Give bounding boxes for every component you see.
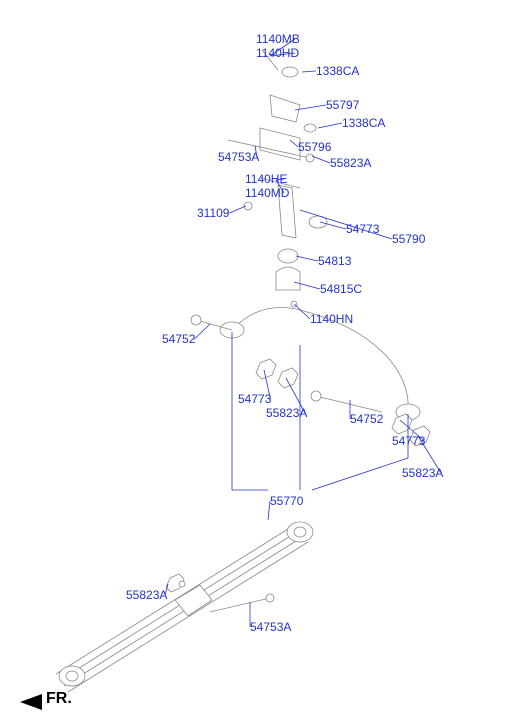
part-label-54752_a[interactable]: 54752 bbox=[162, 332, 195, 346]
part-label-54753A_a[interactable]: 54753A bbox=[218, 150, 259, 164]
front-direction-arrow bbox=[20, 694, 42, 710]
part-label-1140MD[interactable]: 1140MD bbox=[245, 186, 289, 200]
part-label-55796[interactable]: 55796 bbox=[298, 140, 331, 154]
front-direction-label: FR. bbox=[46, 690, 72, 708]
part-label-55770[interactable]: 55770 bbox=[270, 494, 303, 508]
part-label-1338CA_b[interactable]: 1338CA bbox=[342, 116, 385, 130]
part-label-1338CA_a[interactable]: 1338CA bbox=[316, 64, 359, 78]
part-label-54773_c[interactable]: 54773 bbox=[392, 434, 425, 448]
part-label-54815C[interactable]: 54815C bbox=[320, 282, 362, 296]
diagram-svg bbox=[0, 0, 532, 727]
part-label-1140HE[interactable]: 1140HE bbox=[245, 172, 287, 186]
part-label-54813[interactable]: 54813 bbox=[318, 254, 351, 268]
part-label-54773_b[interactable]: 54773 bbox=[238, 392, 271, 406]
part-label-1140MB[interactable]: 1140MB bbox=[256, 32, 300, 46]
part-label-31109[interactable]: 31109 bbox=[197, 206, 229, 220]
part-label-1140HN[interactable]: 1140HN bbox=[310, 312, 353, 326]
part-label-55823A_c[interactable]: 55823A bbox=[402, 466, 443, 480]
part-label-54752_b[interactable]: 54752 bbox=[350, 412, 383, 426]
part-label-54753A_b[interactable]: 54753A bbox=[250, 620, 291, 634]
exploded-diagram: FR. 1140MB1140HD 1338CA 55797 1338CA 55796 54… bbox=[0, 0, 532, 727]
part-label-54773_a[interactable]: 54773 bbox=[346, 222, 379, 236]
part-label-1140HD[interactable]: 1140HD bbox=[256, 46, 299, 60]
part-label-55823A_b[interactable]: 55823A bbox=[266, 406, 307, 420]
part-label-55797[interactable]: 55797 bbox=[326, 98, 359, 112]
part-label-55823A_d[interactable]: 55823A bbox=[126, 588, 167, 602]
part-label-55790[interactable]: 55790 bbox=[392, 232, 425, 246]
part-label-55823A_a[interactable]: 55823A bbox=[330, 156, 371, 170]
